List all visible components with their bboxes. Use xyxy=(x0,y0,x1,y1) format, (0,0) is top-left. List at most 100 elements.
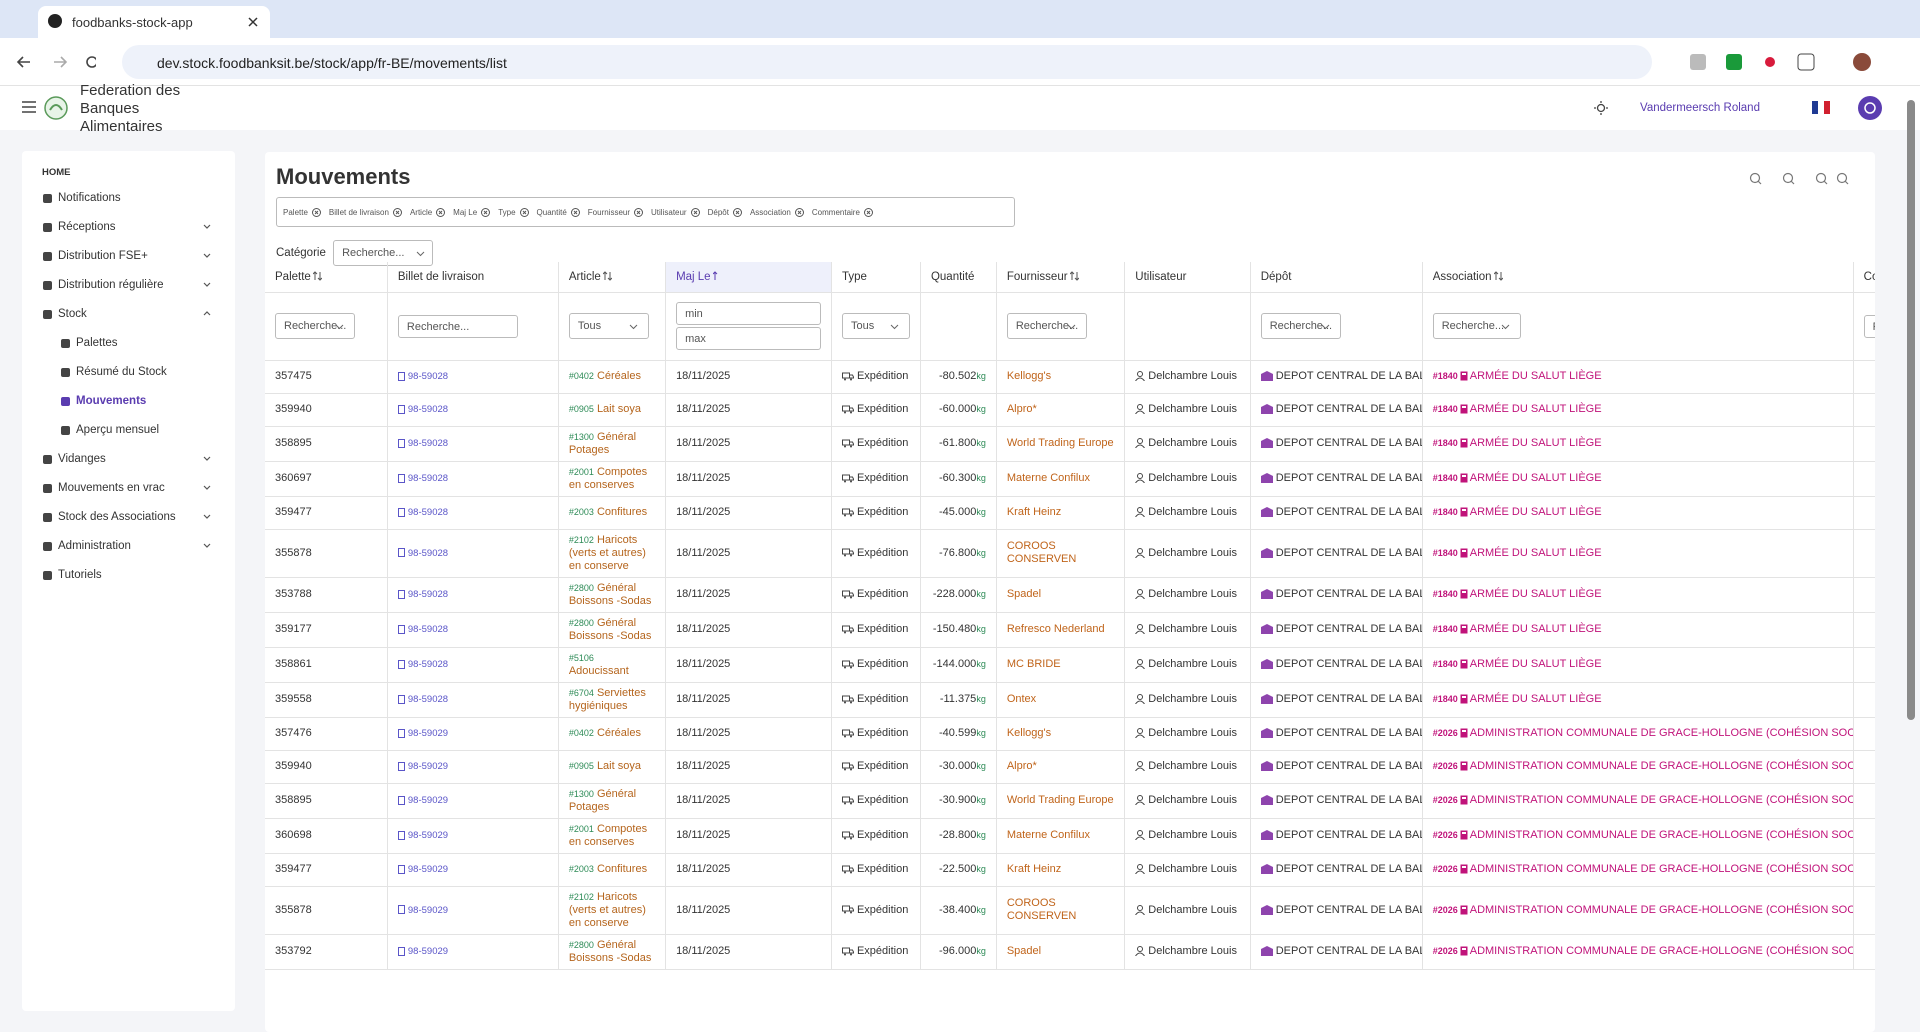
scrollbar[interactable] xyxy=(1906,100,1916,720)
article-name[interactable]: Confitures xyxy=(597,863,647,875)
association-name[interactable]: ARMÉE DU SALUT LIÈGE xyxy=(1470,658,1602,670)
logout-button[interactable] xyxy=(1858,96,1882,120)
filter-input[interactable]: Recherche... xyxy=(1864,315,1875,338)
delivery-note[interactable]: 98-59029 xyxy=(408,946,448,957)
supplier[interactable]: COROOS CONSERVEN xyxy=(1007,540,1076,565)
filter-select[interactable]: Tous xyxy=(569,313,649,339)
data-row[interactable]: 36069898-59029#2001 Compotes en conserve… xyxy=(265,818,1875,853)
extension-icons[interactable] xyxy=(1690,50,1890,74)
data-row[interactable]: 35747698-59029#0402 Céréales18/11/2025Ex… xyxy=(265,717,1875,750)
supplier[interactable]: Materne Confilux xyxy=(1007,829,1090,841)
supplier[interactable]: MC BRIDE xyxy=(1007,658,1061,670)
association-name[interactable]: ADMINISTRATION COMMUNALE DE GRACE-HOLLOG… xyxy=(1470,794,1853,806)
data-row[interactable]: 35947798-59029#2003 Confitures18/11/2025… xyxy=(265,853,1875,886)
data-row[interactable]: 35955898-59028#6704 Serviettes hygiéniqu… xyxy=(265,682,1875,717)
association-name[interactable]: ARMÉE DU SALUT LIÈGE xyxy=(1470,506,1602,518)
association-name[interactable]: ADMINISTRATION COMMUNALE DE GRACE-HOLLOG… xyxy=(1470,727,1853,739)
data-row[interactable]: 35747598-59028#0402 Céréales18/11/2025Ex… xyxy=(265,360,1875,393)
supplier[interactable]: Spadel xyxy=(1007,945,1041,957)
delivery-note[interactable]: 98-59029 xyxy=(408,728,448,739)
data-row[interactable]: 35947798-59028#2003 Confitures18/11/2025… xyxy=(265,496,1875,529)
association-name[interactable]: ARMÉE DU SALUT LIÈGE xyxy=(1470,588,1602,600)
sidebar-item[interactable]: Administration xyxy=(36,532,235,561)
association-name[interactable]: ARMÉE DU SALUT LIÈGE xyxy=(1470,472,1602,484)
delivery-note[interactable]: 98-59028 xyxy=(408,438,448,449)
association-name[interactable]: ARMÉE DU SALUT LIÈGE xyxy=(1470,370,1602,382)
association-name[interactable]: ARMÉE DU SALUT LIÈGE xyxy=(1470,403,1602,415)
supplier[interactable]: Materne Confilux xyxy=(1007,472,1090,484)
supplier[interactable]: Spadel xyxy=(1007,588,1041,600)
article-name[interactable]: Lait soya xyxy=(597,760,641,772)
sidebar-item[interactable]: Mouvements en vrac xyxy=(36,474,235,503)
data-row[interactable]: 35378898-59028#2800 Général Boissons -So… xyxy=(265,577,1875,612)
delivery-note[interactable]: 98-59028 xyxy=(408,371,448,382)
column-chip[interactable]: Maj Le xyxy=(453,208,490,217)
data-row[interactable]: 35587898-59028#2102 Haricots (verts et a… xyxy=(265,529,1875,577)
article-name[interactable]: Adoucissant xyxy=(569,665,629,677)
browser-tab[interactable]: foodbanks-stock-app xyxy=(38,6,270,38)
association-name[interactable]: ARMÉE DU SALUT LIÈGE xyxy=(1470,437,1602,449)
filter-select[interactable]: Recherche... xyxy=(1261,313,1341,339)
delivery-note[interactable]: 98-59029 xyxy=(408,905,448,916)
association-name[interactable]: ARMÉE DU SALUT LIÈGE xyxy=(1470,623,1602,635)
association-name[interactable]: ADMINISTRATION COMMUNALE DE GRACE-HOLLOG… xyxy=(1470,760,1853,772)
supplier[interactable]: COROOS CONSERVEN xyxy=(1007,897,1076,922)
column-chip[interactable]: Association xyxy=(750,208,804,217)
user-name[interactable]: Vandermeersch Roland xyxy=(1640,102,1760,114)
filter-select[interactable]: Recherche... xyxy=(275,313,355,339)
supplier[interactable]: Alpro* xyxy=(1007,403,1037,415)
data-row[interactable]: 35889598-59029#1300 Général Potages18/11… xyxy=(265,783,1875,818)
language-flag[interactable] xyxy=(1812,101,1830,114)
sidebar-item[interactable]: Tutoriels xyxy=(36,561,235,590)
association-name[interactable]: ADMINISTRATION COMMUNALE DE GRACE-HOLLOG… xyxy=(1470,904,1853,916)
sidebar-item[interactable]: Vidanges xyxy=(36,445,235,474)
menu-button[interactable] xyxy=(22,101,36,113)
column-header[interactable]: Association xyxy=(1422,262,1853,292)
data-row[interactable]: 36069798-59028#2001 Compotes en conserve… xyxy=(265,461,1875,496)
column-chip[interactable]: Commentaire xyxy=(812,208,873,217)
delivery-note[interactable]: 98-59028 xyxy=(408,507,448,518)
column-header[interactable]: Fournisseur xyxy=(996,262,1124,292)
delivery-note[interactable]: 98-59029 xyxy=(408,795,448,806)
delivery-note[interactable]: 98-59028 xyxy=(408,473,448,484)
column-chip[interactable]: Type xyxy=(498,208,528,217)
delivery-note[interactable]: 98-59029 xyxy=(408,761,448,772)
association-name[interactable]: ADMINISTRATION COMMUNALE DE GRACE-HOLLOG… xyxy=(1470,863,1853,875)
supplier[interactable]: World Trading Europe xyxy=(1007,794,1114,806)
delivery-note[interactable]: 98-59028 xyxy=(408,589,448,600)
sidebar-item[interactable]: Aperçu mensuel xyxy=(36,416,235,445)
data-row[interactable]: 35886198-59028#5106 Adoucissant18/11/202… xyxy=(265,647,1875,682)
sidebar-item[interactable]: Mouvements xyxy=(36,387,235,416)
data-row[interactable]: 35994098-59029#0905 Lait soya18/11/2025E… xyxy=(265,750,1875,783)
supplier[interactable]: World Trading Europe xyxy=(1007,437,1114,449)
supplier[interactable]: Kellogg's xyxy=(1007,370,1051,382)
column-chip[interactable]: Billet de livraison xyxy=(329,208,402,217)
supplier[interactable]: Refresco Nederland xyxy=(1007,623,1105,635)
sidebar-item[interactable]: Stock xyxy=(36,300,235,329)
delivery-note[interactable]: 98-59028 xyxy=(408,659,448,670)
range-input[interactable]: min xyxy=(676,302,821,325)
sidebar-item[interactable]: Réceptions xyxy=(36,213,235,242)
filter-input[interactable]: Recherche... xyxy=(398,315,518,338)
sidebar-item[interactable]: Distribution régulière xyxy=(36,271,235,300)
sidebar-item[interactable]: Distribution FSE+ xyxy=(36,242,235,271)
column-header[interactable]: Article xyxy=(558,262,665,292)
theme-toggle[interactable] xyxy=(1594,101,1608,115)
filter-select[interactable]: Tous xyxy=(842,313,910,339)
supplier[interactable]: Ontex xyxy=(1007,693,1036,705)
filter-select[interactable]: Recherche... xyxy=(1433,313,1521,339)
column-chip[interactable]: Dépôt xyxy=(708,208,742,217)
supplier[interactable]: Kellogg's xyxy=(1007,727,1051,739)
delivery-note[interactable]: 98-59028 xyxy=(408,548,448,559)
data-row[interactable]: 35917798-59028#2800 Général Boissons -So… xyxy=(265,612,1875,647)
sidebar-item[interactable]: Palettes xyxy=(36,329,235,358)
article-name[interactable]: Confitures xyxy=(597,506,647,518)
column-chooser[interactable]: PaletteBillet de livraisonArticleMaj LeT… xyxy=(276,197,1015,227)
url-field[interactable]: dev.stock.foodbanksit.be/stock/app/fr-BE… xyxy=(122,45,1652,79)
sidebar-item[interactable]: Stock des Associations xyxy=(36,503,235,532)
delivery-note[interactable]: 98-59029 xyxy=(408,864,448,875)
data-row[interactable]: 35994098-59028#0905 Lait soya18/11/2025E… xyxy=(265,393,1875,426)
association-name[interactable]: ADMINISTRATION COMMUNALE DE GRACE-HOLLOG… xyxy=(1470,945,1853,957)
article-name[interactable]: Céréales xyxy=(597,727,641,739)
data-row[interactable]: 35379298-59029#2800 Général Boissons -So… xyxy=(265,934,1875,969)
